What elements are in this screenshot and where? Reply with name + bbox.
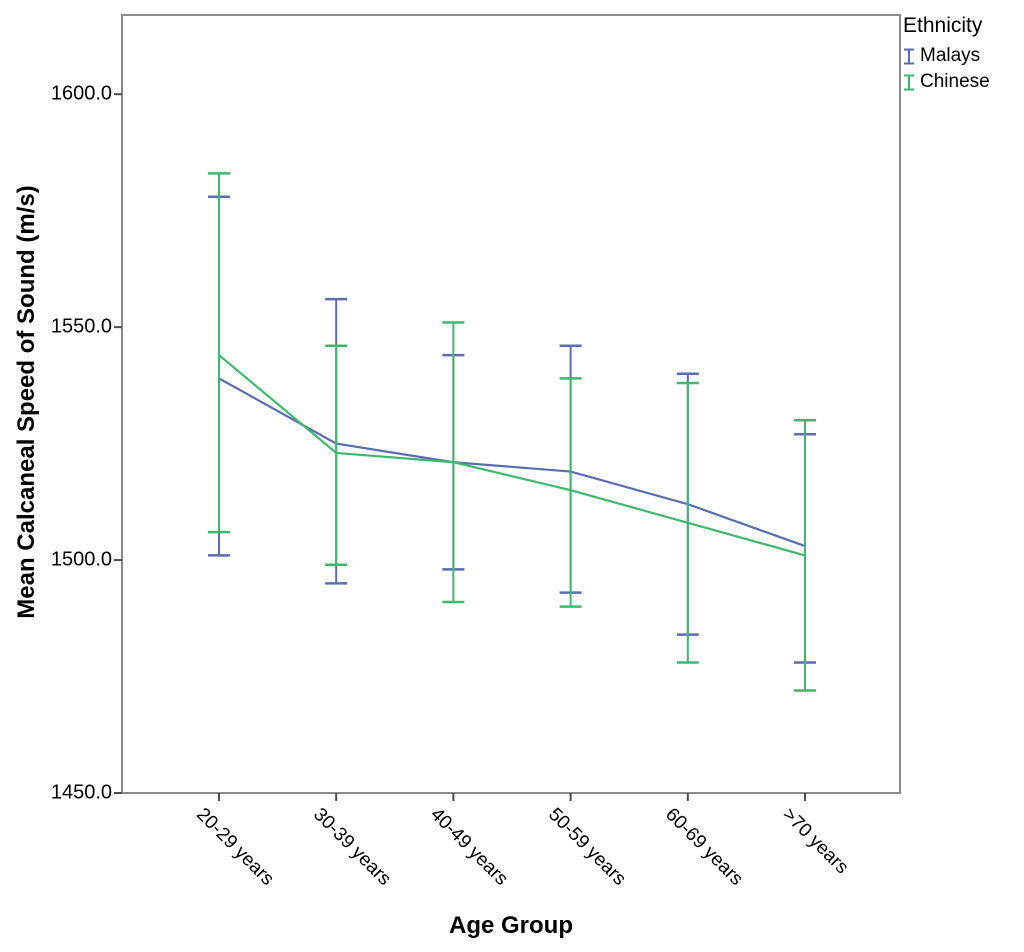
error-bar-icon (903, 47, 915, 66)
plot-frame (121, 14, 901, 794)
y-axis-tick-labels: 1450.0 1500.0 1550.0 1600.0 (0, 0, 112, 952)
legend-entry-malays: Malays (903, 45, 990, 67)
x-tick-label: >70 years (778, 804, 853, 879)
series-line-chinese (218, 354, 806, 557)
y-tick-label: 1600.0 (50, 82, 112, 105)
x-tick-label: 50-59 years (543, 804, 630, 890)
y-axis-title: Mean Calcaneal Speed of Sound (m/s) (13, 185, 40, 619)
y-tick-label: 1550.0 (50, 315, 112, 338)
series-line-malays (218, 377, 806, 548)
x-tick-label: 20-29 years (192, 804, 278, 890)
y-tick-label: 1500.0 (50, 548, 112, 571)
x-tick-label: 30-39 years (309, 804, 396, 890)
error-bar-icon (903, 73, 915, 92)
x-axis-title: Age Group (449, 912, 573, 939)
x-tick-label: 40-49 years (426, 804, 513, 890)
y-tick-label: 1450.0 (50, 781, 112, 804)
legend: Ethnicity Malays Chinese (903, 14, 990, 93)
x-tick-label: 60-69 years (660, 804, 747, 890)
legend-entry-label: Malays (920, 45, 981, 66)
legend-entry-chinese: Chinese (903, 71, 990, 93)
legend-entry-label: Chinese (920, 71, 990, 92)
legend-title: Ethnicity (903, 14, 983, 37)
